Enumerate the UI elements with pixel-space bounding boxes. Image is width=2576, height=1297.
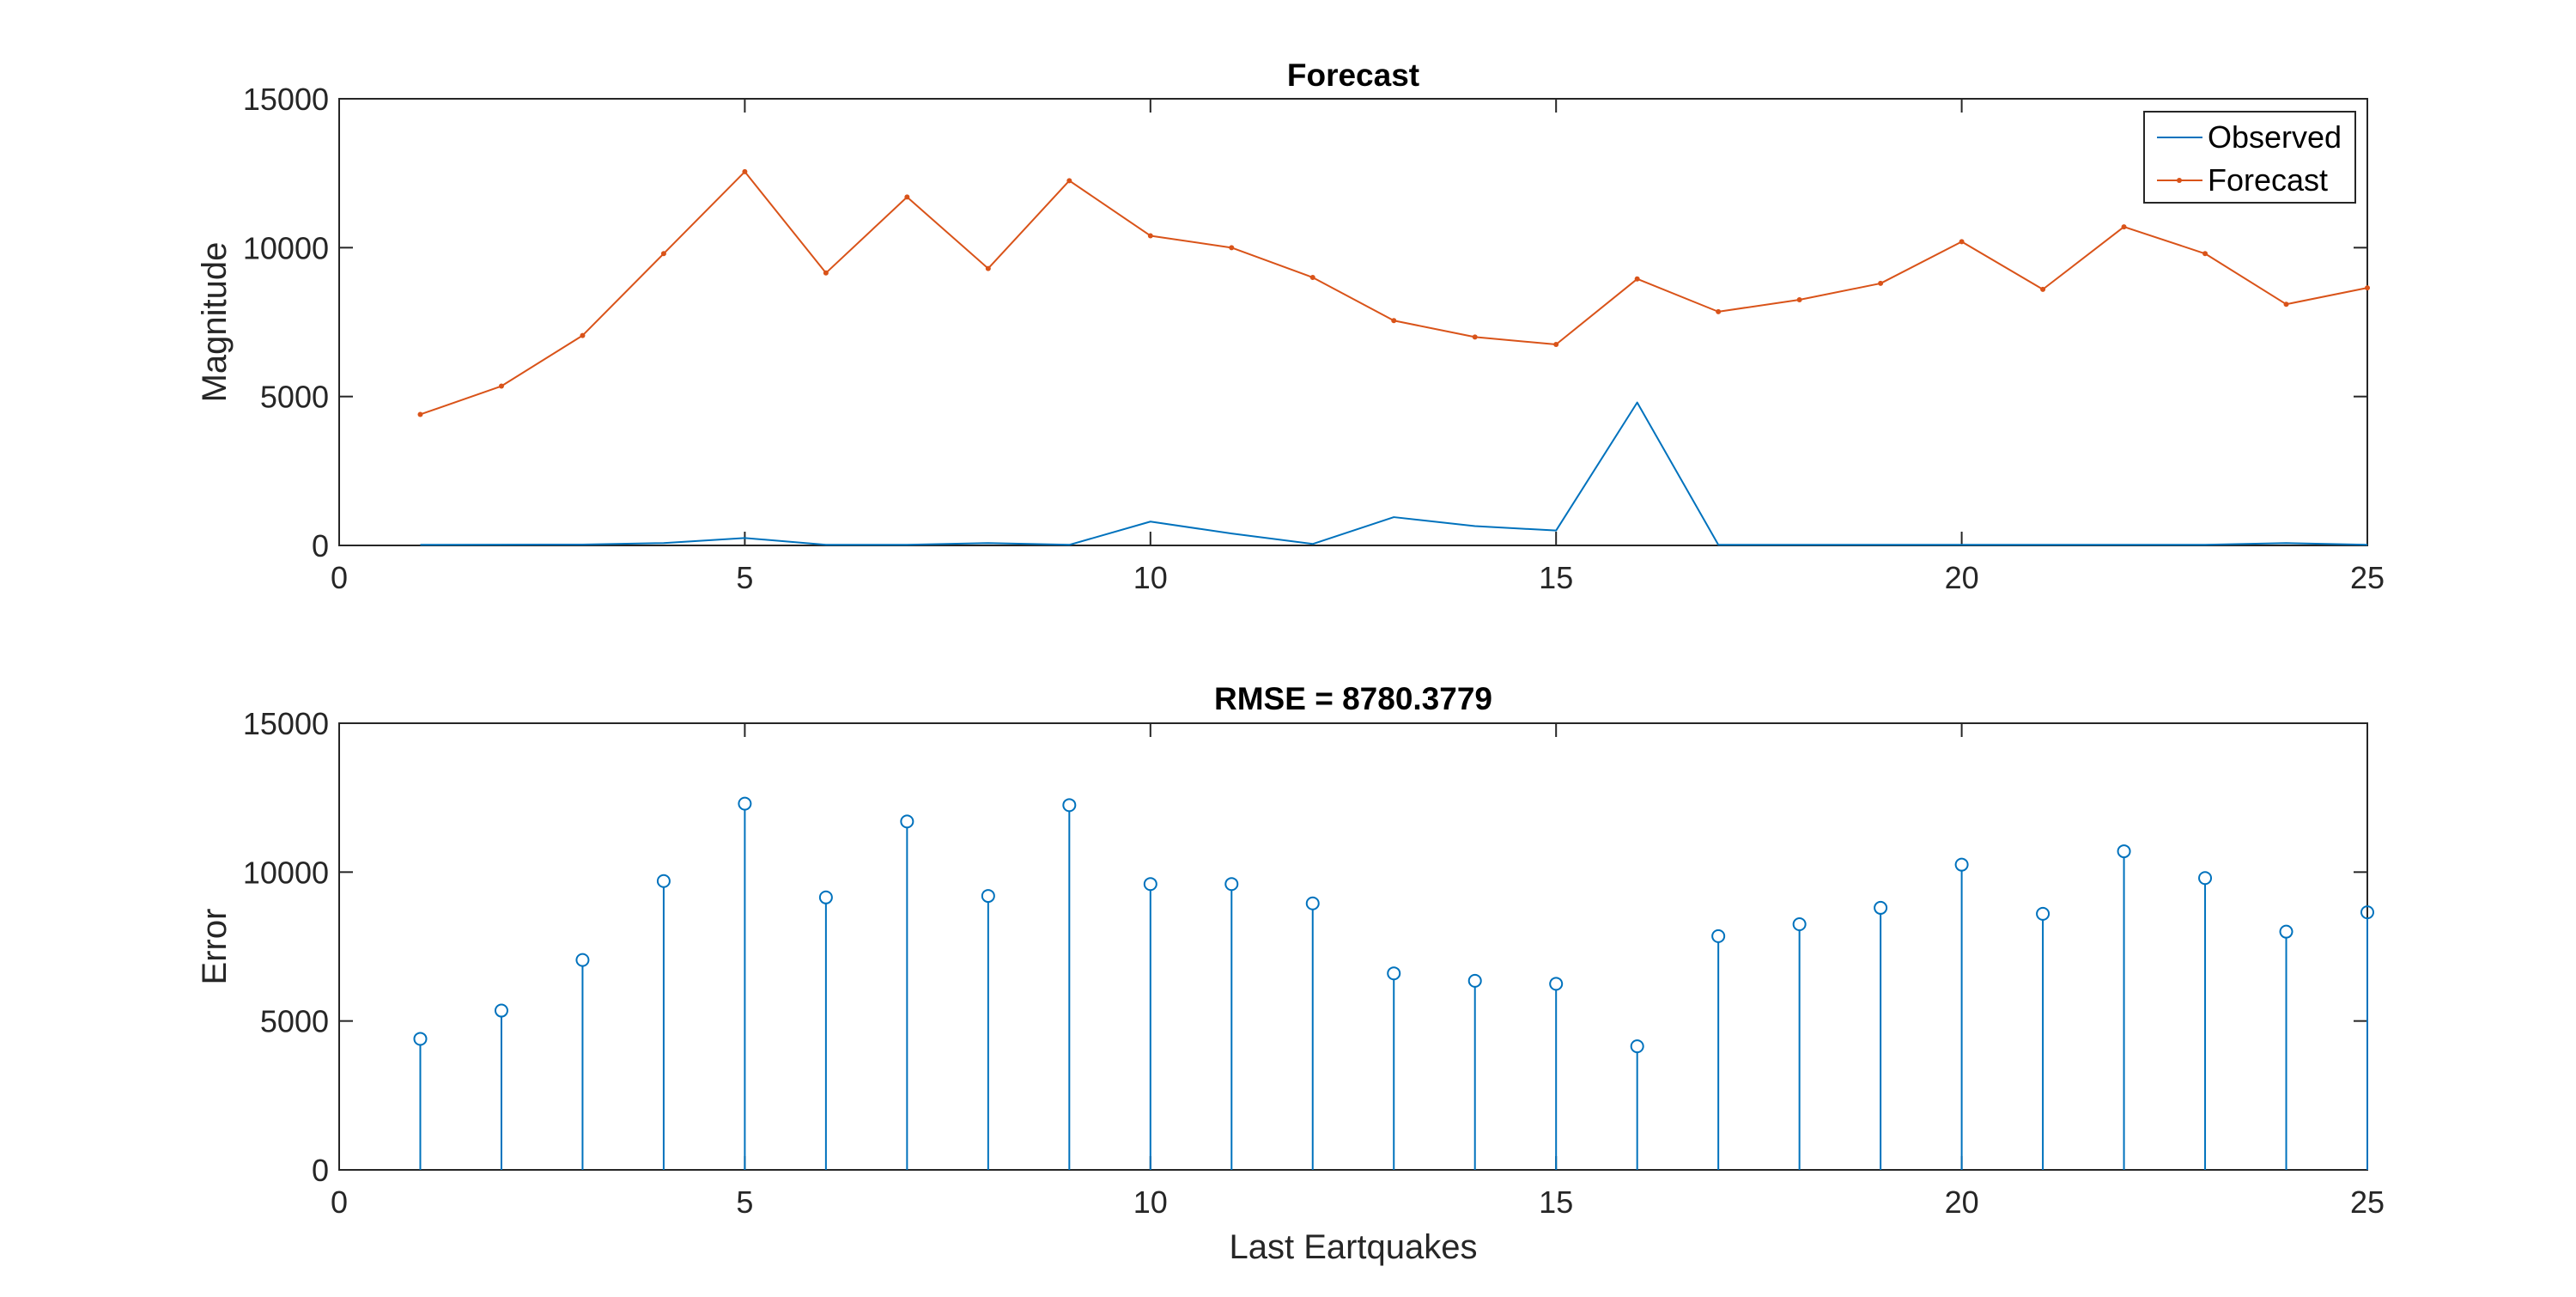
error-stem-marker [818,890,833,904]
error-stem-marker [2360,905,2374,920]
forecast-ytick-label: 0 [312,528,329,563]
error-xtick-label: 25 [2350,1184,2385,1220]
legend-forecast-label: Forecast [2208,162,2328,198]
forecast-ytick-label: 15000 [243,82,329,117]
error-stem-marker [981,889,995,904]
forecast-point [2202,251,2208,257]
forecast-xtick-label: 0 [331,560,348,595]
forecast-point [417,411,423,417]
error-stem-marker [2036,906,2050,921]
error-stem-marker [1305,896,1320,910]
forecast-point [1229,245,1235,251]
error-stem-marker [1711,929,1726,943]
forecast-point [823,270,829,276]
forecast-point [2283,301,2289,308]
series-line-observed [420,401,2368,546]
forecast-point [498,383,504,389]
forecast-point [904,194,910,200]
error-stem-marker [656,874,671,888]
error-title: RMSE = 8780.3779 [1214,681,1492,716]
error-stem-marker [1874,900,1888,915]
forecast-point [660,251,666,257]
error-ytick-label: 15000 [243,706,329,741]
legend-box [2143,111,2356,204]
forecast-point [2121,224,2127,230]
forecast-point [1472,334,1478,340]
error-stem-marker [413,1032,428,1046]
forecast-plot-area [338,98,2368,546]
forecast-point [1878,280,1884,286]
error-xtick-label: 5 [736,1184,753,1220]
error-axes: RMSE = 8780.3779 Error Last Eartquakes 0… [196,681,2385,1266]
legend-observed-label: Observed [2208,119,2342,155]
error-ytick-label: 10000 [243,855,329,890]
legend-forecast-marker [2177,178,2182,183]
forecast-xtick-label: 25 [2350,560,2385,595]
forecast-point [1634,276,1640,282]
forecast-ytick-label: 5000 [260,380,329,415]
error-xtick-label: 0 [331,1184,348,1220]
forecast-xtick-label: 20 [1945,560,1979,595]
error-xtick-label: 15 [1539,1184,1573,1220]
error-stem-marker [1954,857,1969,872]
error-stem-marker [494,1003,508,1018]
forecast-point [2365,285,2370,291]
forecast-point [1716,308,1722,314]
error-stem-marker [2279,924,2293,939]
forecast-point [1066,178,1072,184]
forecast-xtick-label: 15 [1539,560,1573,595]
forecast-point [985,265,991,271]
forecast-axes: Forecast Magnitude 0 5 10 15 20 25 0 5000 10000 1… [196,58,2385,595]
error-xlabel: Last Eartquakes [1229,1228,1477,1266]
forecast-point [1553,342,1559,347]
error-stem-marker [2117,844,2131,859]
forecast-point [1796,297,1802,302]
forecast-point [742,168,748,174]
error-stem-marker [1549,977,1564,991]
forecast-point [1147,233,1153,239]
error-stem-marker [1143,877,1157,892]
error-stem-marker [1630,1039,1644,1054]
error-ytick-label: 0 [312,1153,329,1188]
error-xtick-label: 10 [1133,1184,1168,1220]
forecast-point [1959,239,1965,245]
forecast-xtick-label: 5 [736,560,753,595]
error-stem-marker [1467,973,1482,988]
forecast-title: Forecast [1287,58,1419,93]
error-ytick-label: 5000 [260,1004,329,1039]
error-stem-marker [2198,871,2213,886]
forecast-ytick-label: 10000 [243,230,329,265]
error-stem-marker [575,953,590,967]
error-stem-marker [900,814,914,829]
forecast-point [580,332,586,338]
error-ylabel: Error [196,909,234,985]
error-xtick-label: 20 [1945,1184,1979,1220]
error-stem-marker [1387,966,1401,981]
error-plot-area [338,722,2368,1171]
error-stem-marker [738,796,752,811]
forecast-point [1391,318,1397,324]
forecast-ylabel: Magnitude [196,242,234,403]
error-stem-marker [1792,917,1807,931]
error-stem-marker [1224,877,1239,892]
forecast-xtick-label: 10 [1133,560,1168,595]
forecast-point [1309,275,1315,280]
legend: Observed Forecast [2143,111,2356,204]
forecast-point [2040,286,2046,292]
error-stem-marker [1062,798,1077,813]
